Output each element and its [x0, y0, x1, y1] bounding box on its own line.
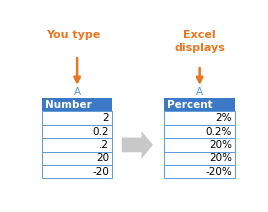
Text: A: A: [196, 86, 203, 96]
Bar: [42, 165, 113, 178]
Bar: [164, 125, 235, 138]
Text: 20%: 20%: [209, 153, 232, 163]
Bar: [164, 165, 235, 178]
Text: 0.2%: 0.2%: [206, 127, 232, 137]
Polygon shape: [122, 131, 153, 159]
Text: You type: You type: [46, 30, 101, 40]
Bar: [164, 112, 235, 125]
Bar: [42, 112, 113, 125]
Bar: [42, 125, 113, 138]
Text: Number: Number: [45, 100, 92, 110]
Bar: [164, 152, 235, 165]
Text: 20%: 20%: [209, 140, 232, 150]
Text: .2: .2: [99, 140, 109, 150]
Bar: [42, 98, 113, 112]
Bar: [42, 138, 113, 152]
Bar: [42, 152, 113, 165]
Text: 0.2: 0.2: [93, 127, 109, 137]
Text: 2: 2: [103, 113, 109, 123]
Text: 20: 20: [96, 153, 109, 163]
Text: -20%: -20%: [205, 167, 232, 177]
Bar: [164, 138, 235, 152]
Text: Percent: Percent: [168, 100, 213, 110]
Text: Excel
displays: Excel displays: [174, 30, 225, 53]
Text: -20: -20: [92, 167, 109, 177]
Text: A: A: [73, 86, 81, 96]
Bar: [164, 98, 235, 112]
Text: 2%: 2%: [215, 113, 232, 123]
